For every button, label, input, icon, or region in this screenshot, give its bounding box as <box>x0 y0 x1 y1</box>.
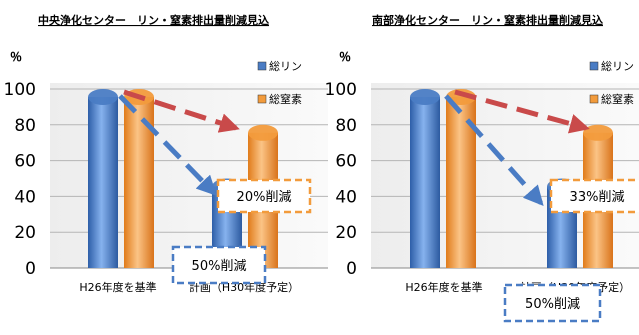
y-tick-label: 20 <box>335 223 357 243</box>
arrow-nitrogen-reduction <box>454 89 590 134</box>
y-tick-label: 0 <box>346 259 357 279</box>
y-tick-label: 40 <box>335 187 357 207</box>
chart-title: 南部浄化センター リン・窒素排出量削減見込 <box>372 13 603 27</box>
annotation-box <box>503 283 602 323</box>
legend-swatch <box>257 94 267 104</box>
annotation-2: 50%削減 <box>503 283 602 323</box>
chart-panel-2: 南部浄化センター リン・窒素排出量削減見込 ％ 0 20 40 60 80 100 H26年度を… <box>325 13 639 323</box>
chart-title: 中央浄化センター リン・窒素排出量削減見込 <box>38 13 269 27</box>
y-tick-label: 80 <box>335 116 357 136</box>
legend-swatch <box>589 61 599 71</box>
y-tick-label: 0 <box>25 259 36 279</box>
y-tick-label: 60 <box>335 152 357 172</box>
y-axis-label: ％ <box>10 50 22 64</box>
bar-nitrogen-1 <box>124 89 154 268</box>
bar-body <box>88 97 118 268</box>
legend-swatch <box>257 61 267 71</box>
y-tick-label: 100 <box>325 80 357 100</box>
bar-phosphorus-1 <box>410 89 440 268</box>
bar-body <box>410 97 440 268</box>
bar-cap <box>88 89 118 105</box>
legend-label: 総窒素 <box>269 92 302 106</box>
bar-body <box>124 97 154 268</box>
annotation-1: 33%削減 <box>549 178 639 214</box>
x-category-label: H26年度を基準 <box>405 280 482 294</box>
bar-cap <box>410 89 440 105</box>
legend-label: 総リン <box>269 59 302 73</box>
legend-label: 総リン <box>601 59 634 73</box>
y-tick-label: 100 <box>4 80 36 100</box>
legend-item-1: 総リン <box>257 59 302 73</box>
arrow-phosphorus-reduction <box>444 94 544 206</box>
y-tick-label: 80 <box>14 116 36 136</box>
annotation-label: 50%削減 <box>525 296 580 312</box>
annotation-box <box>216 178 312 214</box>
x-category-label: H26年度を基準 <box>79 280 156 294</box>
y-tick-label: 60 <box>14 152 36 172</box>
bar-cap <box>248 124 278 141</box>
annotation-label: 33%削減 <box>570 189 625 205</box>
y-tick-label: 20 <box>14 223 36 243</box>
legend-item-2: 総窒素 <box>257 92 302 106</box>
bar-phosphorus-1 <box>88 89 118 268</box>
annotation-box <box>549 178 639 214</box>
y-axis-label: ％ <box>339 50 351 64</box>
annotation-1: 20%削減 <box>216 178 312 214</box>
y-tick-label: 40 <box>14 187 36 207</box>
legend-label: 総窒素 <box>601 92 634 106</box>
arrow-nitrogen-reduction <box>123 89 240 133</box>
annotation-box <box>171 245 267 285</box>
chart-panel-1: 中央浄化センター リン・窒素排出量削減見込 ％ 0 20 40 60 80 100 H26年度を… <box>4 13 328 294</box>
annotation-2: 50%削減 <box>171 245 267 285</box>
bar-nitrogen-1 <box>446 89 476 268</box>
arrow-phosphorus-reduction <box>118 94 217 196</box>
legend-item-1: 総リン <box>589 59 634 73</box>
annotation-label: 20%削減 <box>237 189 292 205</box>
legend-swatch <box>589 94 599 104</box>
annotation-label: 50%削減 <box>192 258 247 274</box>
bar-cap <box>583 124 613 141</box>
legend-item-2: 総窒素 <box>589 92 634 106</box>
